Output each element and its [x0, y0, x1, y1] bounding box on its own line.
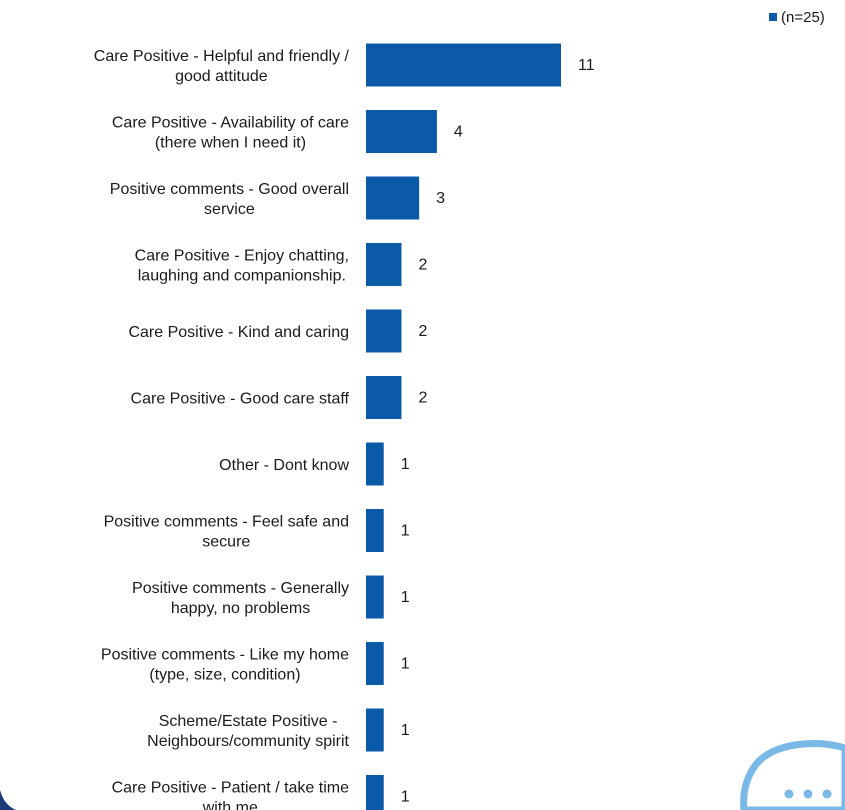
- data-label: 1: [401, 589, 410, 606]
- legend-marker: [769, 13, 777, 21]
- data-label: 11: [578, 57, 595, 74]
- bar: [366, 642, 384, 685]
- bar: [366, 442, 384, 486]
- bar: [366, 575, 384, 619]
- data-label: 1: [401, 789, 410, 806]
- bar: [366, 775, 384, 810]
- category-label: Care Positive - Patient / take time with …: [112, 780, 350, 810]
- data-label: 1: [401, 722, 410, 739]
- chat-bubble-icon: [740, 740, 845, 810]
- data-label: 4: [454, 124, 463, 141]
- bar: [366, 708, 384, 752]
- bar: [366, 176, 420, 220]
- category-label: Care Positive - Good care staff: [131, 391, 350, 408]
- category-label: Positive comments - Generally happy, no p…: [132, 580, 349, 617]
- bar: [366, 43, 561, 87]
- data-label: 3: [436, 190, 445, 207]
- data-label: 1: [401, 656, 410, 673]
- bar: [366, 509, 384, 552]
- category-label: Positive comments - Feel safe and secure: [104, 514, 349, 551]
- category-label: Other - Dont know: [219, 457, 349, 474]
- category-label: Positive comments - Like my home (type, s…: [101, 647, 349, 684]
- data-label: 2: [418, 257, 427, 274]
- data-label: 1: [401, 523, 410, 540]
- category-label: Care Positive - Helpful and friendly / go…: [94, 48, 350, 85]
- legend-label: (n=25): [781, 9, 825, 26]
- category-label: Scheme/Estate Positive -Neighbours/commu…: [147, 713, 349, 750]
- bar: [366, 110, 437, 153]
- category-label: Care Positive - Availability of care (the…: [112, 115, 349, 152]
- category-label: Care Positive - Kind and caring: [128, 324, 349, 341]
- category-label: Positive comments - Good overall service: [110, 181, 349, 218]
- bar: [366, 309, 402, 353]
- data-label: 2: [418, 323, 427, 340]
- data-label: 1: [401, 456, 410, 473]
- legend: (n=25): [769, 9, 825, 26]
- corner-decoration: [0, 790, 16, 810]
- data-label: 2: [418, 390, 427, 407]
- category-label: Care Positive - Enjoy chatting, laughing …: [135, 248, 349, 285]
- bar: [366, 376, 402, 419]
- bar: [366, 243, 402, 286]
